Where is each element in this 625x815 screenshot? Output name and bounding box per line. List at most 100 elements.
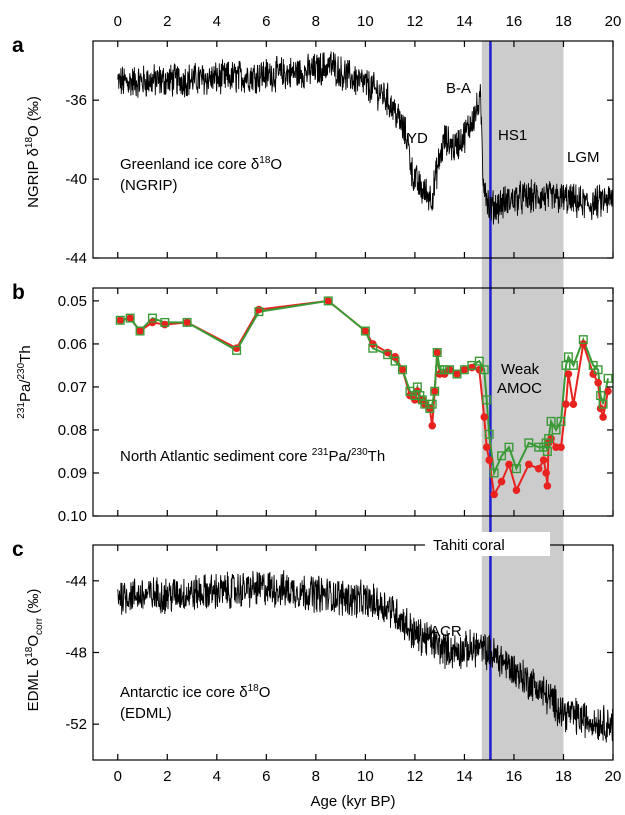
- pa-th-point-red: [569, 400, 578, 408]
- pa-th-point-green: [432, 348, 442, 358]
- panel-c-ylabel: EDML δ18Ocorr (‰): [24, 589, 45, 712]
- y-tick-label: -52: [65, 716, 87, 733]
- panel-c-description-line1: Antarctic ice core δ18O: [120, 683, 270, 701]
- pa-th-point-green: [427, 399, 437, 409]
- pa-th-point-red: [445, 365, 454, 374]
- pa-th-point-green: [482, 395, 492, 405]
- pa-th-point-green: [232, 345, 242, 355]
- annotation-acr: ACR: [430, 623, 462, 640]
- y-tick-label: 0.05: [58, 293, 87, 310]
- panel-a-description-line1: Greenland ice core δ18O: [120, 155, 282, 173]
- pa-th-point-green: [497, 451, 507, 461]
- pa-th-point-green: [593, 365, 603, 375]
- pa-th-point-green: [440, 365, 450, 375]
- pa-th-point-red: [324, 297, 333, 305]
- pa-th-point-red: [604, 387, 612, 396]
- x-tick-label: 0: [114, 768, 122, 785]
- pa-th-point-green: [504, 442, 514, 452]
- pa-th-point-red: [505, 460, 513, 469]
- panel-b-ylabel: 231Pa/230Th: [16, 345, 34, 418]
- x-tick-label: 10: [357, 13, 374, 30]
- pa-th-point-red: [539, 456, 548, 464]
- pa-th-point-red: [116, 316, 125, 325]
- pa-th-point-green: [182, 317, 192, 327]
- x-tick-label: 14: [456, 768, 473, 785]
- pa-th-point-green: [125, 313, 135, 323]
- pa-th-point-green: [435, 365, 445, 375]
- pa-th-series: [115, 296, 613, 499]
- pa-th-point-red: [232, 344, 241, 353]
- panel-c-yticks: -44 -48 -52: [65, 573, 613, 733]
- y-tick-label: 0.07: [58, 379, 87, 396]
- pa-th-point-green: [160, 317, 170, 327]
- pa-th-point-red: [468, 363, 476, 372]
- pa-th-point-red: [361, 327, 370, 335]
- pa-th-point-red: [126, 314, 134, 322]
- pa-th-point-red: [136, 327, 144, 335]
- pa-th-point-green: [474, 356, 484, 366]
- y-tick-label: 0.08: [58, 422, 87, 439]
- pa-th-point-red: [589, 370, 597, 378]
- pa-th-point-green: [115, 315, 125, 325]
- pa-th-point-green: [484, 429, 494, 439]
- pa-th-point-green: [398, 365, 408, 375]
- pa-th-point-green: [412, 382, 422, 392]
- x-tick-label: 2: [163, 768, 171, 785]
- pa-th-point-red: [490, 490, 498, 499]
- annotation-b-a: B-A: [446, 80, 471, 97]
- pa-th-point-green: [524, 438, 534, 448]
- x-tick-label: 8: [312, 13, 320, 30]
- x-axis-label: Age (kyr BP): [310, 793, 395, 810]
- pa-th-point-green: [323, 296, 333, 306]
- pa-th-point-red: [161, 320, 169, 329]
- pa-th-point-red: [183, 318, 191, 327]
- panel-a-top-xticks: 0 2 4 6 8 10 12 14 16 18 20: [114, 13, 621, 258]
- pa-th-point-red: [433, 348, 441, 357]
- pa-th-point-green: [479, 365, 489, 375]
- hs1-shading: [481, 41, 564, 760]
- ngrip-line: [117, 51, 614, 225]
- panel-a-ylabel: NGRIP δ18O (‰): [24, 96, 42, 208]
- pa-th-point-green: [596, 391, 606, 401]
- pa-th-point-green: [430, 386, 440, 396]
- x-tick-label: 4: [213, 13, 221, 30]
- panel-b-frame: [92, 287, 614, 517]
- edml-line: [117, 570, 614, 743]
- tahiti-coral-label: Tahiti coral: [433, 537, 505, 554]
- annotation-amoc: AMOC: [497, 380, 542, 397]
- pa-th-point-red: [485, 456, 493, 464]
- pa-th-point-red: [543, 482, 552, 490]
- y-tick-label: -44: [65, 573, 87, 590]
- x-tick-label: 20: [605, 768, 622, 785]
- pa-th-point-red: [497, 477, 506, 486]
- pa-th-point-green: [551, 425, 561, 435]
- pa-th-point-red: [398, 365, 407, 374]
- x-tick-label: 0: [114, 13, 122, 30]
- pa-th-point-green: [546, 416, 556, 426]
- annotation-hs1: HS1: [498, 127, 527, 144]
- pa-th-point-red: [525, 460, 533, 469]
- pa-th-point-green: [135, 326, 145, 336]
- pa-th-point-green: [147, 313, 157, 323]
- y-tick-label: -40: [65, 171, 87, 188]
- pa-th-point-green: [556, 416, 566, 426]
- x-tick-label: 12: [407, 13, 424, 30]
- tahiti-coral-label-box: Tahiti coral: [425, 532, 550, 556]
- x-tick-label: 16: [506, 13, 523, 30]
- pa-th-point-green: [598, 399, 608, 409]
- panel-a-frame: [92, 40, 614, 259]
- pa-th-point-green: [254, 307, 264, 317]
- panel-c-letter: c: [12, 538, 24, 561]
- panel-b-description: North Atlantic sediment core 231Pa/230Th: [120, 447, 385, 465]
- x-tick-label: 6: [262, 768, 270, 785]
- panel-a-yticks: -36 -40 -44: [65, 92, 613, 267]
- pa-th-point-green: [568, 360, 578, 370]
- y-tick-label: -44: [65, 250, 87, 267]
- x-tick-label: 8: [312, 768, 320, 785]
- pa-th-point-red: [482, 443, 491, 451]
- pa-th-point-red: [475, 365, 484, 374]
- ngrip-series: [117, 51, 614, 225]
- pa-th-point-red: [557, 443, 565, 451]
- x-tick-label: 6: [262, 13, 270, 30]
